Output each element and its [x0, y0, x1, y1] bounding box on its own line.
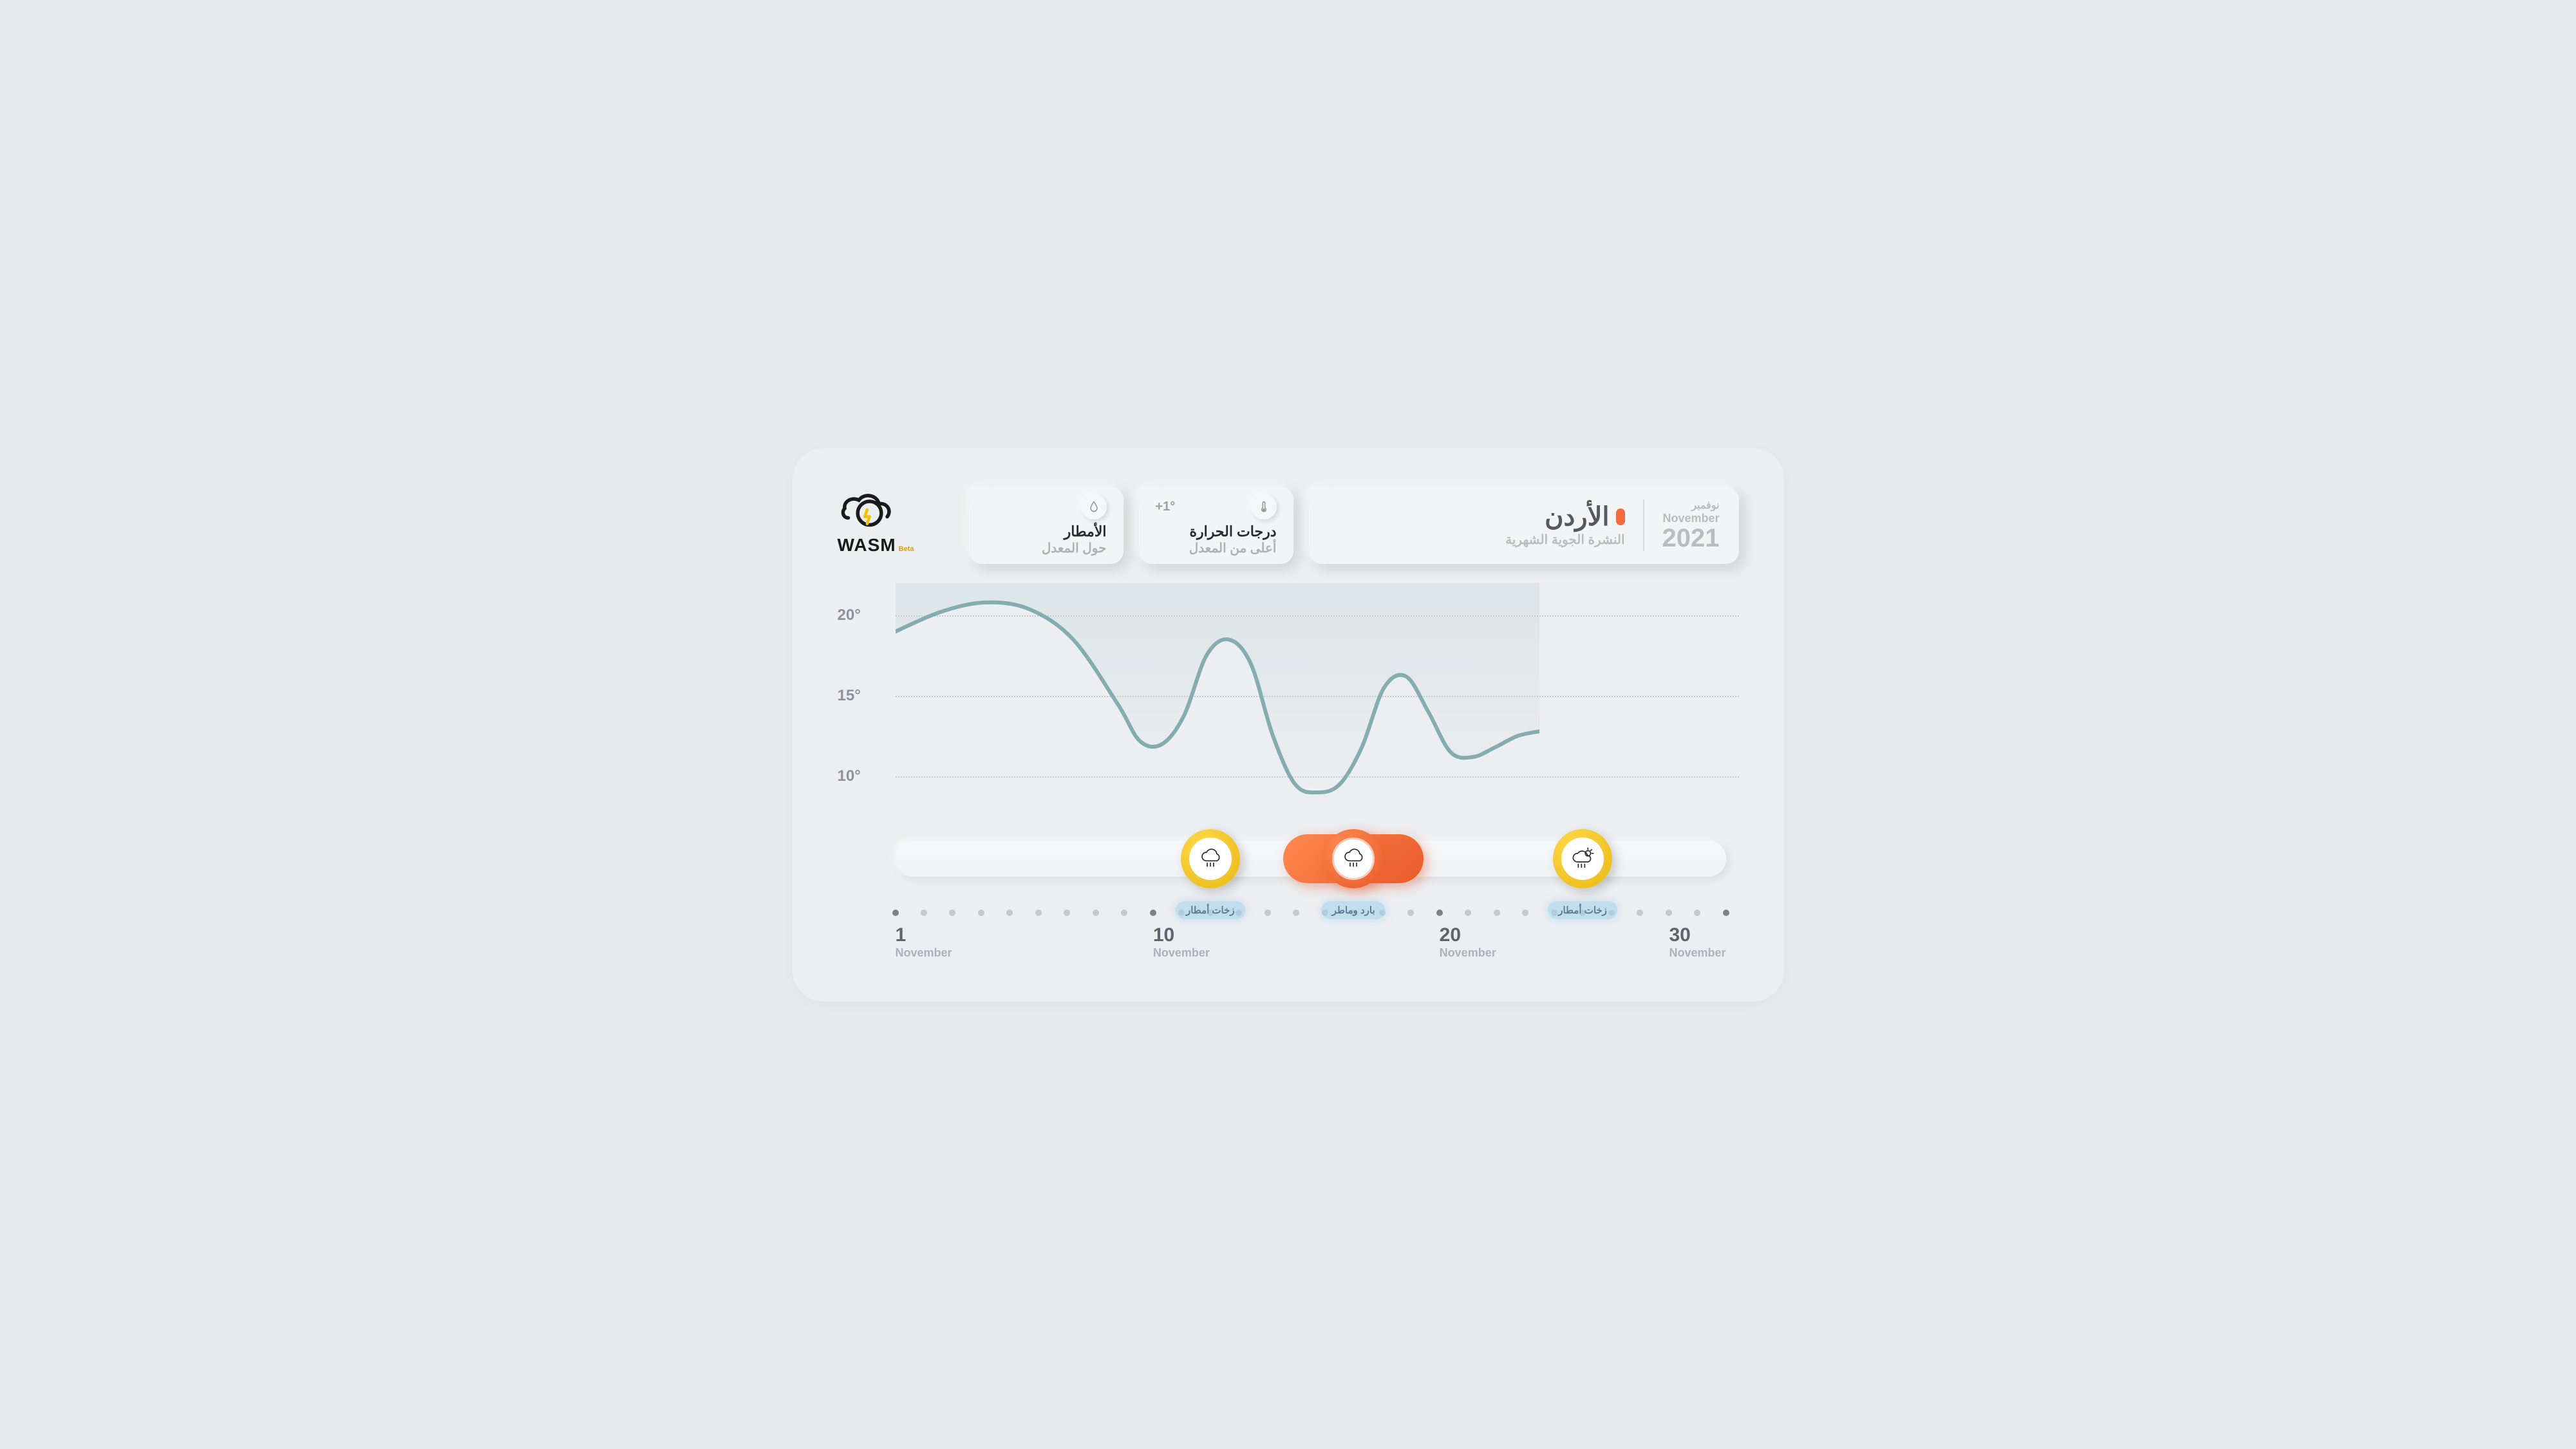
logo-block: WASM Beta: [838, 487, 954, 556]
day-dot: [1064, 910, 1070, 916]
day-dot: [1465, 910, 1471, 916]
day-dot: [1407, 910, 1414, 916]
month-english: November: [1662, 512, 1720, 525]
droplet-icon: [1081, 494, 1107, 519]
x-month-name: November: [1153, 946, 1210, 960]
main-header-card: الأردن النشرة الجوية الشهرية نوفمبر Nove…: [1309, 487, 1739, 564]
forecast-tag: زخات أمطار: [1176, 901, 1245, 919]
rain-card: الأمطار حول المعدل: [969, 487, 1123, 564]
year-label: 2021: [1662, 525, 1720, 551]
x-axis-label: 20 November: [1440, 924, 1496, 960]
x-month-name: November: [1440, 946, 1496, 960]
day-dot: [1093, 910, 1099, 916]
x-day-number: 1: [896, 924, 952, 946]
cloud-rain-icon: [1189, 837, 1232, 880]
day-dot: [1150, 910, 1156, 916]
weather-badge-yellow: [1181, 829, 1240, 888]
forecast-tag: بارد وماطر: [1322, 901, 1386, 919]
day-dot: [892, 910, 899, 916]
x-day-number: 20: [1440, 924, 1496, 946]
chart-svg: [896, 583, 1539, 809]
wasm-logo-icon: [838, 487, 908, 535]
x-axis-label: 10 November: [1153, 924, 1210, 960]
rain-title: الأمطار: [986, 523, 1107, 540]
x-day-number: 30: [1669, 924, 1725, 946]
day-dot: [1694, 910, 1700, 916]
date-block: نوفمبر November 2021: [1662, 499, 1720, 551]
day-dot: [1264, 910, 1271, 916]
timeline-zone: زخات أمطار بارد وماطر زخات أمطار 1 Novembe…: [838, 821, 1739, 963]
y-tick-label: 10°: [838, 767, 861, 785]
day-dot: [1723, 910, 1729, 916]
country-marker-icon: [1616, 509, 1625, 525]
day-dot: [1436, 910, 1443, 916]
weather-badge-yellow: [1553, 829, 1612, 888]
temp-card: +1° درجات الحرارة أعلى من المعدل: [1139, 487, 1293, 564]
header-divider: [1643, 500, 1644, 551]
x-day-number: 10: [1153, 924, 1210, 946]
logo-text: WASM: [838, 535, 896, 556]
y-tick-label: 20°: [838, 606, 861, 624]
temp-sub: أعلى من المعدل: [1156, 540, 1277, 556]
header-row: WASM Beta الأمطار حول المعدل +1°: [838, 487, 1739, 564]
day-dot: [1522, 910, 1528, 916]
x-month-name: November: [896, 946, 952, 960]
rain-sub: حول المعدل: [986, 540, 1107, 556]
weather-badge-orange: [1324, 829, 1383, 888]
temperature-chart: 20° 15° 10°: [838, 583, 1739, 809]
day-dot: [921, 910, 927, 916]
day-dot: [1494, 910, 1500, 916]
temp-title: درجات الحرارة: [1156, 523, 1277, 540]
month-arabic: نوفمبر: [1662, 499, 1720, 512]
day-dot: [1121, 910, 1127, 916]
x-axis-label: 1 November: [896, 924, 952, 960]
weather-card: WASM Beta الأمطار حول المعدل +1°: [793, 448, 1784, 1002]
y-axis: 20° 15° 10°: [838, 583, 889, 809]
logo-beta-label: Beta: [899, 545, 914, 553]
day-dot: [978, 910, 984, 916]
day-dot: [1293, 910, 1299, 916]
day-dot: [1637, 910, 1643, 916]
x-month-name: November: [1669, 946, 1725, 960]
sun-rain-icon: [1561, 837, 1604, 880]
bulletin-subtitle: النشرة الجوية الشهرية: [1505, 532, 1624, 548]
temp-delta: +1°: [1156, 500, 1176, 514]
day-dot: [1006, 910, 1013, 916]
thermometer-icon: [1251, 494, 1277, 519]
day-dot: [1035, 910, 1042, 916]
day-dot: [949, 910, 955, 916]
forecast-tag: زخات أمطار: [1548, 901, 1617, 919]
cloud-rain-icon: [1332, 837, 1375, 880]
day-dot: [1666, 910, 1672, 916]
y-tick-label: 15°: [838, 687, 861, 705]
x-axis-label: 30 November: [1669, 924, 1725, 960]
country-name: الأردن: [1545, 502, 1609, 532]
